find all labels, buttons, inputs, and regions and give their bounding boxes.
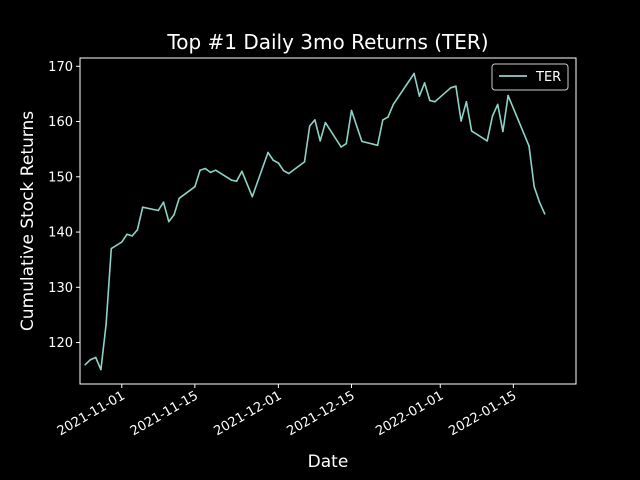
data-point — [105, 323, 107, 326]
y-tick-label: 150 — [48, 170, 73, 185]
data-point — [361, 140, 363, 143]
data-point — [157, 209, 160, 212]
data-point — [126, 233, 128, 236]
data-point — [455, 85, 457, 87]
data-point — [387, 116, 389, 118]
data-point — [241, 170, 243, 173]
data-point — [204, 167, 207, 170]
data-point — [89, 358, 92, 361]
data-point — [194, 185, 196, 188]
x-axis-label: Date — [308, 452, 349, 472]
data-point — [199, 169, 201, 171]
data-point — [84, 363, 87, 366]
plot-area-frame — [79, 57, 577, 385]
data-point — [230, 179, 233, 181]
data-point — [533, 185, 536, 188]
data-point — [303, 161, 306, 163]
data-point — [272, 159, 274, 162]
data-point — [277, 162, 280, 164]
data-point — [141, 206, 144, 208]
data-point — [235, 180, 238, 183]
data-point — [496, 103, 499, 106]
data-point — [413, 72, 415, 75]
data-point — [449, 87, 452, 89]
data-point — [465, 100, 468, 103]
y-tick-label: 160 — [48, 115, 73, 130]
data-point — [429, 99, 431, 102]
data-point — [308, 125, 311, 127]
data-point — [486, 140, 489, 142]
data-point — [178, 197, 180, 200]
y-axis-label: Cumulative Stock Returns — [18, 111, 38, 331]
data-point — [345, 142, 348, 145]
series-layer — [84, 72, 546, 371]
data-point — [162, 201, 165, 204]
data-point — [460, 120, 462, 122]
data-point — [340, 146, 342, 148]
data-point — [214, 169, 217, 171]
legend-box — [491, 63, 569, 91]
data-point — [136, 229, 139, 231]
data-point — [543, 213, 546, 215]
data-point — [110, 247, 113, 250]
y-tick-label: 140 — [48, 226, 73, 241]
data-point — [376, 144, 379, 147]
data-point — [282, 169, 285, 172]
legend: TER — [491, 63, 569, 91]
data-point — [209, 171, 212, 174]
data-point — [94, 356, 97, 359]
data-point — [392, 103, 395, 106]
data-point — [434, 100, 436, 103]
data-point — [423, 82, 426, 84]
data-point — [100, 368, 102, 371]
data-point — [382, 119, 384, 121]
data-point — [491, 115, 494, 117]
data-point — [350, 109, 353, 112]
y-tick-label: 170 — [48, 60, 73, 75]
data-point — [120, 241, 123, 243]
data-point — [319, 140, 321, 142]
data-point — [418, 95, 421, 97]
data-point — [324, 121, 327, 124]
data-point — [538, 201, 541, 204]
data-point — [528, 145, 530, 147]
chart-title: Top #1 Daily 3mo Returns (TER) — [166, 30, 488, 54]
y-tick-label: 120 — [48, 336, 73, 351]
data-point — [173, 214, 175, 216]
data-point — [470, 130, 473, 132]
y-axis-ticks: 120 130 140 150 160 170 — [48, 60, 80, 351]
legend-label-ter: TER — [535, 70, 561, 85]
data-point — [131, 235, 134, 237]
data-point — [288, 172, 290, 175]
data-point — [502, 130, 504, 133]
data-point — [355, 125, 358, 127]
y-tick-label: 130 — [48, 281, 73, 296]
data-point — [267, 151, 269, 154]
data-point — [314, 119, 316, 121]
data-point — [251, 195, 254, 198]
data-point — [167, 220, 170, 223]
data-point — [507, 94, 509, 97]
